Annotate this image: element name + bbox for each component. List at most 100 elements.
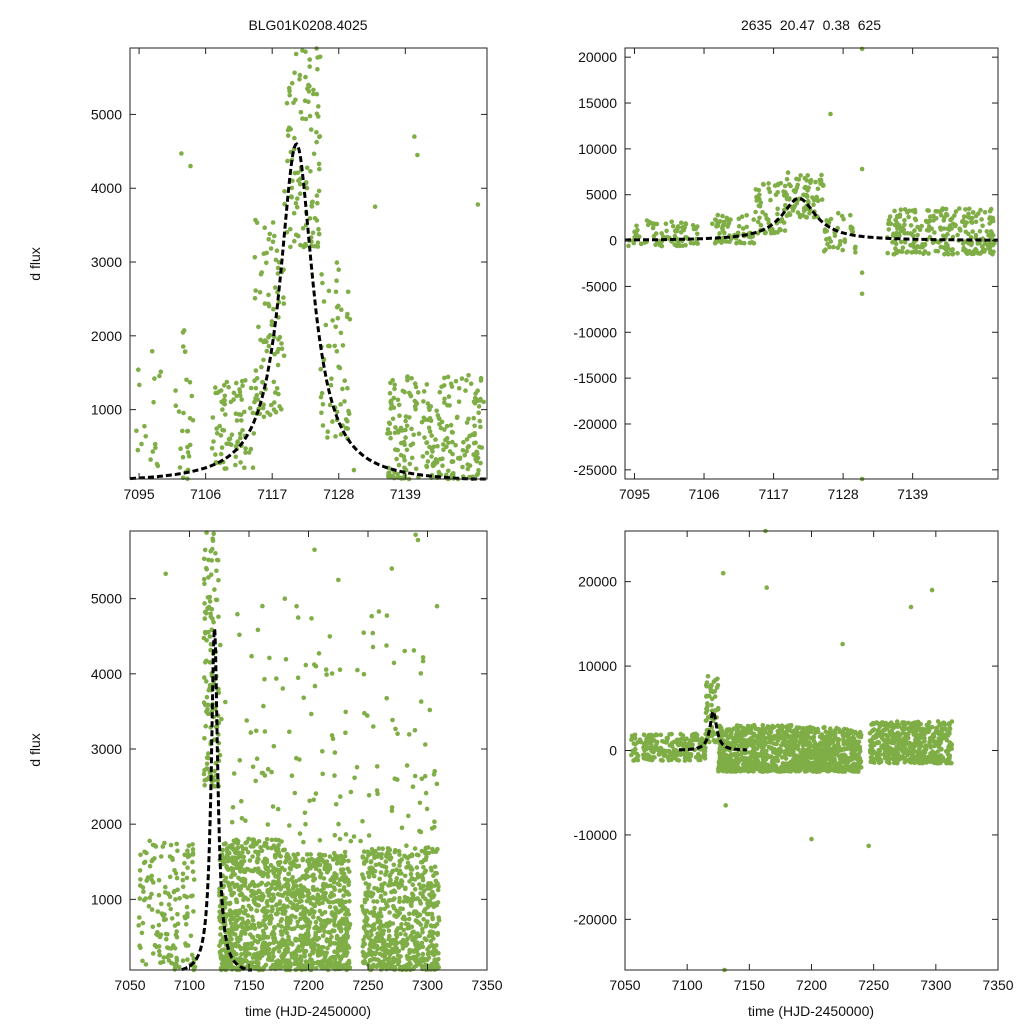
data-point	[248, 446, 254, 452]
data-point	[202, 736, 207, 741]
data-point	[756, 759, 761, 765]
data-point	[388, 964, 394, 970]
data-point	[339, 861, 344, 866]
data-point	[885, 250, 890, 256]
data-point	[373, 862, 379, 868]
data-point	[312, 683, 318, 689]
data-point	[351, 834, 357, 839]
x-tick-label: 7106	[688, 486, 719, 502]
data-point	[276, 862, 282, 868]
data-point	[325, 964, 330, 969]
y-tick-label: 10000	[578, 141, 617, 157]
data-point	[745, 726, 750, 731]
data-point	[185, 450, 191, 455]
data-point	[150, 449, 156, 454]
data-point	[305, 888, 311, 893]
data-point	[281, 353, 287, 359]
data-point	[400, 388, 406, 394]
x-tick-label: 7095	[619, 486, 650, 502]
data-point	[294, 937, 299, 942]
data-point	[897, 233, 902, 238]
data-point	[368, 859, 374, 865]
data-point	[730, 768, 735, 774]
data-point	[250, 764, 256, 770]
data-point	[221, 397, 227, 403]
data-point	[301, 695, 307, 701]
data-point	[761, 741, 766, 746]
data-point-outlier	[413, 532, 418, 538]
data-point	[765, 764, 770, 769]
data-point	[262, 676, 267, 682]
data-point	[156, 948, 162, 954]
data-point	[289, 185, 295, 191]
data-point	[739, 214, 745, 219]
data-point	[241, 910, 246, 915]
data-point	[293, 232, 299, 238]
data-point	[185, 848, 190, 853]
data-point	[228, 874, 234, 880]
data-point	[909, 250, 915, 255]
data-point	[413, 947, 419, 952]
data-point	[237, 389, 243, 395]
data-point	[210, 616, 215, 621]
data-point	[223, 412, 228, 417]
data-point	[204, 611, 209, 616]
data-point	[690, 223, 696, 228]
data-point	[330, 419, 335, 424]
data-point	[387, 910, 392, 915]
data-point	[801, 192, 806, 198]
data-point	[981, 247, 987, 252]
data-point	[637, 234, 642, 239]
data-point	[339, 307, 344, 313]
data-point	[468, 381, 474, 387]
data-point	[289, 80, 295, 86]
data-point	[409, 891, 415, 896]
data-point	[460, 448, 466, 453]
data-point	[272, 233, 277, 239]
data-point	[265, 903, 270, 909]
data-point	[385, 427, 391, 432]
data-point	[269, 319, 275, 324]
data-point	[361, 671, 367, 677]
data-point	[321, 891, 327, 896]
data-point	[173, 897, 178, 902]
data-point	[255, 397, 260, 402]
data-point	[297, 757, 302, 762]
data-point	[744, 738, 750, 744]
data-point	[961, 214, 967, 219]
data-point	[264, 250, 269, 256]
data-point	[265, 881, 271, 886]
data-point	[475, 451, 480, 456]
data-point	[748, 730, 754, 735]
data-point	[390, 377, 396, 383]
data-point	[272, 852, 278, 858]
data-point	[137, 382, 142, 388]
data-point	[233, 855, 239, 861]
data-point	[427, 444, 432, 450]
data-point	[467, 474, 472, 480]
data-point	[908, 242, 913, 248]
data-point	[345, 385, 350, 391]
data-point-outlier	[294, 603, 299, 609]
data-point	[432, 462, 437, 467]
data-point	[243, 450, 248, 455]
data-point	[270, 950, 276, 955]
data-point	[226, 883, 232, 889]
y-tick-label: 4000	[91, 180, 122, 196]
data-point	[393, 726, 398, 732]
data-point	[709, 733, 715, 739]
data-point	[295, 851, 301, 857]
data-point	[764, 216, 769, 221]
data-point	[340, 386, 345, 392]
data-point	[248, 730, 254, 735]
data-point	[753, 766, 758, 772]
data-point	[736, 224, 742, 229]
data-point	[886, 227, 892, 232]
data-point	[465, 466, 471, 472]
data-point	[284, 858, 289, 863]
data-point	[400, 906, 406, 912]
y-tick-label: 0	[609, 233, 617, 249]
data-point	[650, 225, 656, 231]
data-point	[420, 951, 426, 957]
data-point	[220, 847, 226, 853]
